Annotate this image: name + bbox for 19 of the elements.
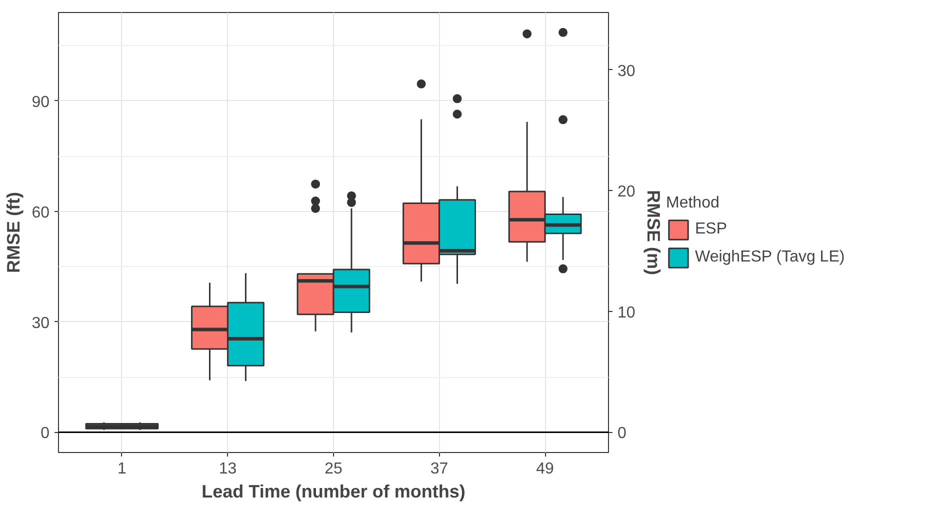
x-tick-label: 25 xyxy=(324,460,342,478)
y-axis-title: RMSE (ft) xyxy=(4,192,24,273)
x-tick-label: 37 xyxy=(430,460,448,478)
x-tick-label: 1 xyxy=(118,460,127,478)
y2-tick-label: 20 xyxy=(618,184,636,201)
y-tick-label: 0 xyxy=(40,425,50,442)
y-tick-label: 30 xyxy=(32,314,50,332)
y2-tick-label: 30 xyxy=(618,62,636,80)
y-tick-label: 60 xyxy=(32,204,50,222)
y2-axis-title: RMSE (m) xyxy=(643,190,664,276)
legend-label: WeighESP (Tavg LE) xyxy=(695,248,845,266)
x-axis-title: Lead Time (number of months) xyxy=(202,482,466,502)
x-tick-label: 49 xyxy=(536,460,554,478)
legend-label: ESP xyxy=(695,220,728,238)
y2-tick-label: 10 xyxy=(618,304,636,322)
legend-title: Method xyxy=(666,194,720,212)
x-tick-label: 13 xyxy=(218,460,237,478)
y-tick-label: 90 xyxy=(32,94,50,111)
y2-tick-label: 0 xyxy=(618,425,626,442)
